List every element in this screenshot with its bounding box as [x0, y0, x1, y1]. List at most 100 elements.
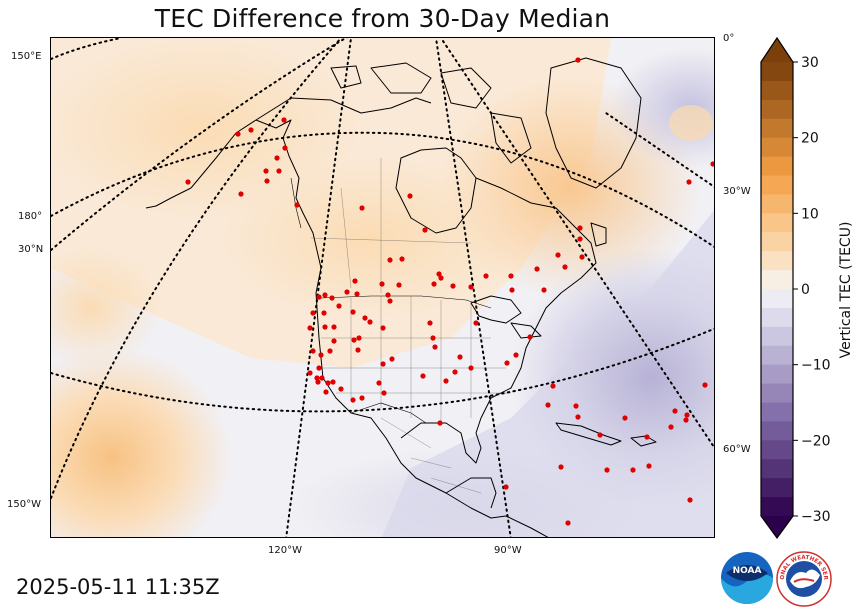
colorbar-tick-label: −30 — [801, 509, 830, 525]
station-marker — [329, 295, 335, 301]
colorbar-bands — [761, 62, 793, 517]
station-marker — [316, 365, 322, 371]
colorbar: 30 20 10 0 −10 −20 −30 — [760, 36, 830, 540]
station-marker — [264, 178, 270, 184]
station-marker — [385, 292, 391, 298]
station-marker — [330, 379, 336, 385]
station-marker — [307, 325, 313, 331]
colorbar-band — [761, 99, 793, 120]
station-marker — [338, 386, 344, 392]
station-marker — [352, 278, 358, 284]
station-marker — [307, 370, 313, 376]
station-marker — [577, 236, 583, 242]
colorbar-min-extension — [761, 516, 793, 538]
tec-field-atlantic-low — [511, 248, 714, 508]
station-marker — [323, 389, 329, 395]
station-marker — [276, 168, 282, 174]
colorbar-band — [761, 118, 793, 139]
station-marker — [344, 289, 350, 295]
colorbar-band — [761, 421, 793, 441]
station-marker — [483, 273, 489, 279]
station-marker — [672, 408, 678, 414]
station-marker — [379, 281, 385, 287]
station-marker — [399, 256, 405, 262]
station-marker — [367, 319, 373, 325]
colorbar-tick-label: 10 — [801, 206, 819, 222]
station-marker — [350, 309, 356, 315]
station-marker — [362, 315, 368, 321]
station-markers — [185, 57, 714, 526]
map-panel — [50, 37, 715, 538]
station-marker — [436, 271, 442, 277]
station-marker — [687, 497, 693, 503]
station-marker — [315, 379, 321, 385]
station-marker — [575, 414, 581, 420]
station-marker — [550, 383, 556, 389]
station-marker — [541, 287, 547, 293]
station-marker — [710, 161, 714, 167]
station-marker — [322, 324, 328, 330]
station-marker — [534, 266, 540, 272]
station-marker — [450, 283, 456, 289]
station-marker — [381, 390, 387, 396]
station-marker — [644, 434, 650, 440]
station-marker — [336, 303, 342, 309]
station-marker — [318, 352, 324, 358]
label-lon-150e: 150°E — [11, 51, 42, 62]
colorbar-tick-label: 20 — [801, 131, 819, 147]
colorbar-band — [761, 270, 793, 290]
station-marker — [281, 117, 287, 123]
station-marker — [316, 294, 322, 300]
station-marker — [565, 520, 571, 526]
station-marker — [310, 348, 316, 354]
colorbar-band — [761, 459, 793, 479]
station-marker — [683, 417, 689, 423]
station-marker — [504, 360, 510, 366]
station-marker — [314, 375, 320, 381]
colorbar-label: Vertical TEC (TECU) — [838, 221, 854, 359]
colorbar-band — [761, 307, 793, 328]
station-marker — [331, 324, 337, 330]
colorbar-band — [761, 137, 793, 158]
station-marker — [432, 344, 438, 350]
station-marker — [513, 352, 519, 358]
colorbar-band — [761, 156, 793, 177]
station-marker — [430, 335, 436, 341]
colorbar-tick-label: −20 — [801, 433, 830, 449]
colorbar-band — [761, 440, 793, 460]
svg-text:NOAA: NOAA — [733, 566, 762, 576]
colorbar-band — [761, 175, 793, 196]
colorbar-band — [761, 326, 793, 347]
coastlines — [145, 57, 657, 537]
station-marker — [468, 284, 474, 290]
station-marker — [356, 335, 362, 341]
station-marker — [437, 420, 443, 426]
station-marker — [630, 467, 636, 473]
station-marker — [354, 291, 360, 297]
colorbar-tick-label: 0 — [801, 282, 810, 298]
map-canvas — [51, 38, 714, 537]
station-marker — [422, 227, 428, 233]
station-marker — [555, 252, 561, 258]
station-marker — [274, 155, 280, 161]
label-lon-0: 0° — [723, 33, 735, 44]
station-marker — [310, 310, 316, 316]
label-lon-30w: 30°W — [723, 186, 751, 197]
station-marker — [322, 292, 328, 298]
station-marker — [389, 356, 395, 362]
station-marker — [562, 264, 568, 270]
station-marker — [558, 464, 564, 470]
colorbar-ticks: 30 20 10 0 −10 −20 −30 — [793, 55, 830, 525]
colorbar-band — [761, 194, 793, 214]
station-marker — [327, 348, 333, 354]
label-lon-90w: 90°W — [494, 545, 522, 556]
station-marker — [238, 191, 244, 197]
station-marker — [325, 380, 331, 386]
station-marker — [355, 347, 361, 353]
colorbar-band — [761, 364, 793, 385]
station-marker — [359, 395, 365, 401]
colorbar-tick-label: 30 — [801, 55, 819, 71]
station-marker — [359, 205, 365, 211]
station-marker — [702, 382, 708, 388]
station-marker — [282, 145, 288, 151]
